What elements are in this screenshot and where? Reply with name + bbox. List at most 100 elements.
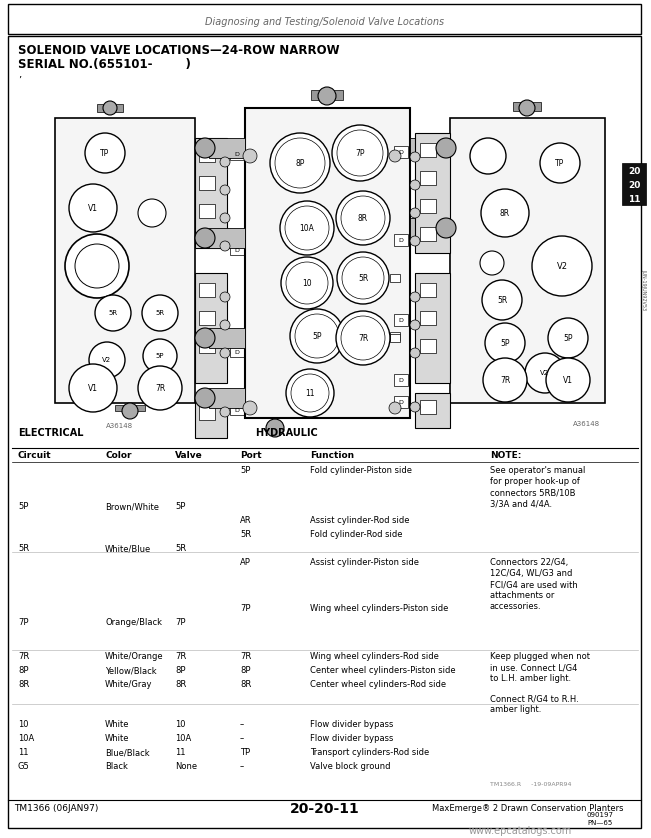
Bar	[410, 218, 446, 238]
Circle shape	[519, 100, 535, 116]
Circle shape	[470, 138, 506, 174]
Text: FCI/G4 are used with: FCI/G4 are used with	[490, 580, 577, 589]
Bar	[390, 332, 400, 340]
Circle shape	[275, 138, 325, 188]
Bar	[420, 311, 436, 325]
Circle shape	[480, 251, 504, 275]
Text: Black: Black	[105, 762, 128, 771]
Circle shape	[220, 157, 230, 167]
Circle shape	[342, 257, 384, 299]
Text: JUN-19JUN92V53: JUN-19JUN92V53	[641, 270, 646, 311]
Text: 10A: 10A	[18, 734, 35, 743]
Bar	[420, 199, 436, 213]
Text: Fold cylinder-Piston side: Fold cylinder-Piston side	[310, 466, 412, 475]
Text: 7R: 7R	[18, 652, 29, 661]
Text: White: White	[105, 720, 130, 729]
Bar	[513, 102, 541, 111]
Bar	[394, 374, 408, 386]
Text: TM1366 (06JAN97): TM1366 (06JAN97)	[14, 804, 98, 813]
Circle shape	[95, 295, 131, 331]
Bar	[97, 104, 123, 112]
Bar	[415, 133, 450, 253]
Circle shape	[142, 295, 178, 331]
Circle shape	[410, 236, 420, 246]
Text: MaxEmerge® 2 Drawn Conservation Planters: MaxEmerge® 2 Drawn Conservation Planters	[432, 804, 624, 813]
Text: 7R: 7R	[358, 334, 368, 343]
Text: 8R: 8R	[500, 209, 510, 218]
Circle shape	[540, 143, 580, 183]
Text: for proper hook-up of: for proper hook-up of	[490, 477, 580, 486]
Text: –: –	[240, 734, 244, 743]
Text: 5R: 5R	[358, 273, 368, 282]
Text: 5R: 5R	[497, 296, 507, 304]
Circle shape	[220, 185, 230, 195]
Text: Brown/White: Brown/White	[105, 502, 159, 511]
Circle shape	[220, 213, 230, 223]
Text: 8R: 8R	[358, 214, 368, 223]
Bar	[195, 138, 227, 248]
Bar	[410, 138, 446, 158]
Circle shape	[525, 353, 565, 393]
Circle shape	[336, 191, 390, 245]
Text: 5P: 5P	[563, 334, 573, 343]
Text: ELECTRICAL: ELECTRICAL	[18, 428, 83, 438]
Text: 5P: 5P	[312, 332, 322, 340]
Circle shape	[281, 257, 333, 309]
Text: Yellow/Black: Yellow/Black	[105, 666, 157, 675]
Circle shape	[389, 150, 401, 162]
Circle shape	[410, 348, 420, 358]
Circle shape	[548, 318, 588, 358]
Bar	[209, 138, 245, 158]
Bar	[209, 388, 245, 408]
Text: 20: 20	[628, 167, 640, 176]
Text: D: D	[234, 407, 240, 412]
Text: D: D	[398, 149, 404, 154]
Circle shape	[220, 241, 230, 251]
Text: 7R: 7R	[500, 375, 510, 385]
Circle shape	[337, 130, 383, 176]
Bar	[311, 90, 343, 100]
Text: 10: 10	[18, 720, 29, 729]
Circle shape	[341, 316, 385, 360]
Text: White: White	[105, 734, 130, 743]
Circle shape	[410, 208, 420, 218]
Text: Color: Color	[105, 451, 132, 460]
Circle shape	[195, 388, 215, 408]
Circle shape	[220, 348, 230, 358]
Text: 12C/G4, WL/G3 and: 12C/G4, WL/G3 and	[490, 569, 572, 578]
Circle shape	[389, 402, 401, 414]
Text: TP: TP	[240, 748, 250, 757]
Circle shape	[69, 364, 117, 412]
Circle shape	[266, 419, 284, 437]
Text: D: D	[234, 247, 240, 252]
Text: V1: V1	[88, 204, 98, 213]
Text: 5R: 5R	[18, 544, 29, 553]
Circle shape	[243, 149, 257, 163]
Text: ’: ’	[18, 76, 21, 86]
Text: 10A: 10A	[299, 224, 314, 232]
Bar	[230, 243, 244, 255]
Text: 3/3A and 4/4A.: 3/3A and 4/4A.	[490, 499, 552, 508]
Text: Valve: Valve	[175, 451, 202, 460]
Circle shape	[410, 180, 420, 190]
Circle shape	[332, 125, 388, 181]
Bar	[199, 232, 215, 246]
Text: None: None	[175, 762, 197, 771]
Circle shape	[75, 244, 119, 288]
Bar	[199, 176, 215, 190]
Text: Diagnosing and Testing/Solenoid Valve Locations: Diagnosing and Testing/Solenoid Valve Lo…	[206, 17, 445, 27]
Circle shape	[89, 342, 125, 378]
Text: D: D	[234, 153, 240, 158]
Text: 10A: 10A	[175, 734, 191, 743]
Text: 10: 10	[175, 720, 186, 729]
Circle shape	[436, 138, 456, 158]
Text: Center wheel cylinders-Rod side: Center wheel cylinders-Rod side	[310, 680, 446, 689]
Text: 8P: 8P	[296, 158, 305, 168]
Circle shape	[290, 309, 344, 363]
Text: amber light.: amber light.	[490, 705, 542, 714]
Bar	[209, 328, 245, 348]
Text: 7P: 7P	[240, 604, 251, 613]
Text: 8R: 8R	[18, 680, 29, 689]
Text: TP: TP	[555, 158, 564, 168]
Text: www.epcatalogs.com: www.epcatalogs.com	[468, 826, 572, 836]
